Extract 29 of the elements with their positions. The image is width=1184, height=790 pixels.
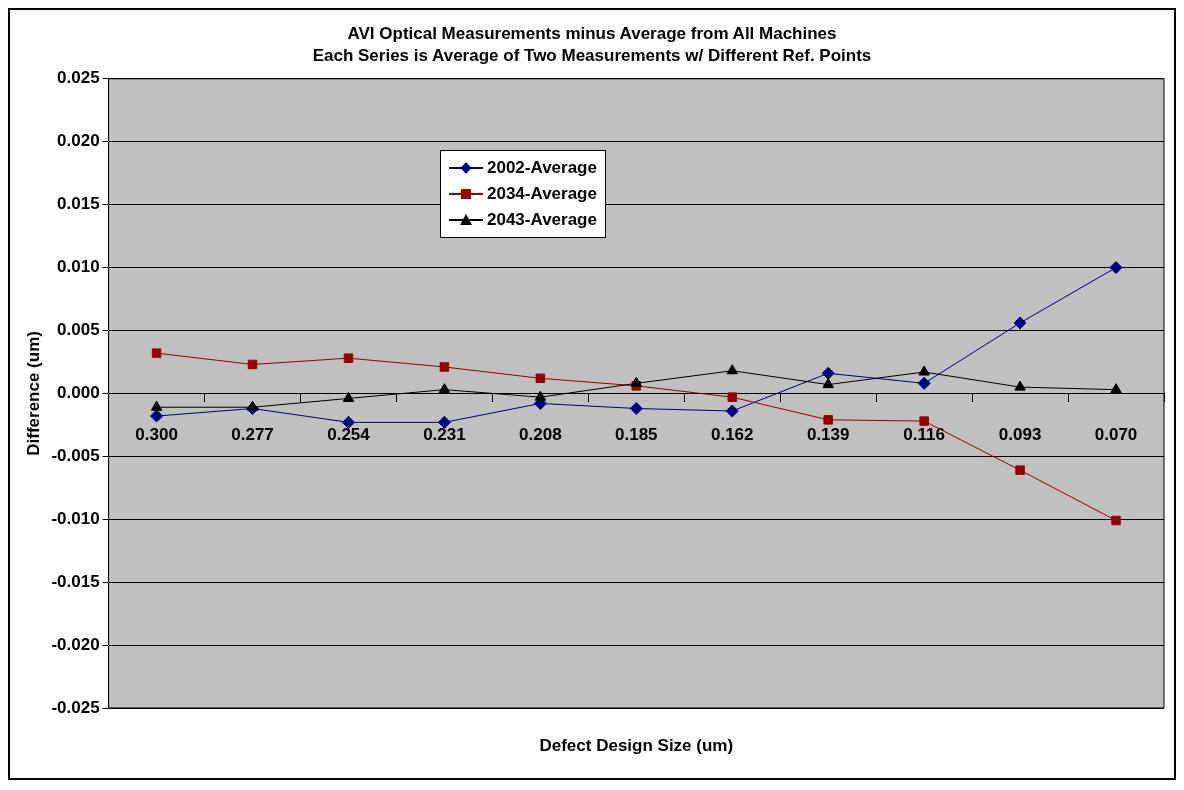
y-tick-label: -0.015 [51,571,100,591]
x-tick-label: 0.162 [710,425,754,445]
legend-label: 2043-Average [487,210,597,230]
y-tick-label: -0.010 [51,508,100,528]
x-tick-label: 0.300 [135,425,178,445]
legend-label: 2002-Average [487,158,597,178]
y-tick-label: 0.020 [57,131,100,151]
chart-subtitle: Each Series is Average of Two Measurements w/ Different Ref. Points [312,46,872,66]
x-tick-label: 0.231 [423,425,466,445]
x-axis-title: Defect Design Size (um) [539,735,734,755]
y-tick-label: 0.000 [57,383,100,403]
x-tick-label: 0.116 [903,425,945,445]
y-tick-label: 0.025 [57,68,100,88]
x-tick-label: 0.185 [615,425,658,445]
x-tick-label: 0.277 [231,425,274,445]
x-tick-label: 0.254 [327,425,371,445]
y-tick-label: 0.015 [57,194,100,214]
legend-label: 2034-Average [487,184,597,204]
x-tick-label: 0.070 [1094,425,1138,445]
y-tick-label: 0.005 [57,320,100,340]
y-tick-label: -0.025 [51,697,100,717]
chart-title: AVI Optical Measurements minus Average from All Machines [347,23,837,43]
y-tick-label: -0.020 [51,634,100,654]
y-tick-label: -0.005 [51,446,100,466]
x-tick-label: 0.139 [806,425,850,445]
x-tick-label: 0.208 [519,425,562,445]
x-tick-label: 0.093 [998,425,1042,445]
y-axis-title: Difference (um) [23,331,43,456]
y-tick-label: 0.010 [57,257,100,277]
